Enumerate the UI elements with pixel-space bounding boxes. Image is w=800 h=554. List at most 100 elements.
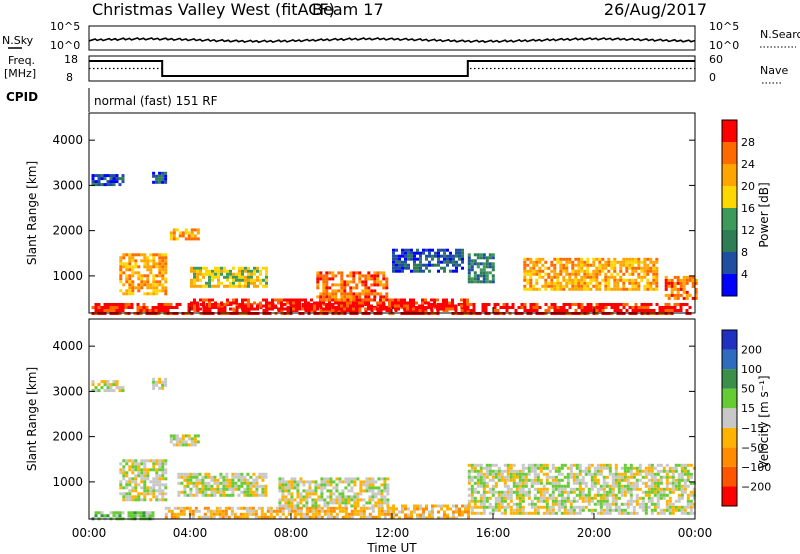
- heatmap-cell: [196, 278, 199, 282]
- power-panel-frame: [88, 112, 696, 314]
- heatmap-cell: [230, 512, 234, 516]
- heatmap-cell: [199, 284, 202, 288]
- heatmap-cell: [518, 469, 522, 473]
- heatmap-cell: [467, 510, 470, 514]
- heatmap-cell: [553, 284, 557, 288]
- heatmap-cell: [599, 487, 603, 491]
- heatmap-cell: [479, 493, 483, 497]
- heatmap-cell: [296, 495, 300, 499]
- heatmap-cell: [485, 505, 489, 509]
- heatmap-cell: [467, 478, 471, 482]
- heatmap-cell: [610, 287, 614, 291]
- heatmap-cell: [195, 481, 199, 485]
- heatmap-cell: [146, 468, 150, 472]
- heatmap-cell: [128, 256, 132, 260]
- heatmap-cell: [204, 475, 208, 479]
- heatmap-cell: [536, 487, 540, 491]
- heatmap-cell: [650, 511, 654, 515]
- heatmap-cell: [140, 477, 144, 481]
- heatmap-cell: [308, 480, 312, 484]
- heatmap-cell: [195, 484, 199, 488]
- heatmap-cell: [431, 510, 434, 514]
- heatmap-cell: [317, 506, 321, 510]
- heatmap-cell: [473, 511, 477, 515]
- heatmap-cell: [223, 284, 226, 288]
- heatmap-cell: [635, 469, 639, 473]
- heatmap-cell: [539, 463, 543, 467]
- heatmap-cell: [509, 463, 513, 467]
- heatmap-cell: [196, 231, 200, 235]
- heatmap-cell: [359, 489, 363, 493]
- heatmap-cell: [190, 228, 194, 232]
- heatmap-cell: [124, 306, 128, 309]
- heatmap-cell: [650, 466, 654, 470]
- heatmap-cell: [320, 495, 324, 499]
- heatmap-cell: [240, 484, 244, 488]
- heatmap-cell: [461, 257, 464, 261]
- heatmap-cell: [482, 508, 486, 512]
- heatmap-cell: [134, 480, 138, 484]
- colorbar-tick-label: 28: [741, 136, 755, 149]
- heatmap-cell: [155, 262, 159, 266]
- heatmap-cell: [680, 511, 684, 515]
- heatmap-cell: [367, 289, 371, 293]
- heatmap-cell: [202, 284, 205, 288]
- heatmap-cell: [620, 508, 624, 512]
- heatmap-cell: [137, 277, 141, 281]
- heatmap-cell: [613, 281, 617, 285]
- heatmap-cell: [305, 492, 309, 496]
- heatmap-cell: [298, 298, 301, 302]
- heatmap-cell: [195, 487, 199, 491]
- heatmap-cell: [269, 506, 273, 510]
- heatmap-cell: [134, 474, 138, 478]
- heatmap-cell: [571, 303, 575, 306]
- heatmap-cell: [497, 502, 501, 506]
- heatmap-cell: [193, 443, 197, 447]
- heatmap-cell: [398, 266, 401, 270]
- heatmap-cell: [152, 489, 156, 493]
- heatmap-cell: [683, 505, 687, 509]
- heatmap-cell: [515, 475, 519, 479]
- heatmap-cell: [344, 512, 348, 516]
- heatmap-cell: [329, 498, 333, 502]
- heatmap-cell: [595, 278, 599, 282]
- heatmap-cell: [586, 260, 590, 264]
- heatmap-cell: [293, 509, 297, 513]
- heatmap-cell: [413, 504, 416, 508]
- heatmap-cell: [250, 275, 253, 279]
- heatmap-cell: [325, 274, 329, 278]
- heatmap-cell: [115, 380, 119, 384]
- heatmap-cell: [97, 174, 101, 178]
- heatmap-cell: [521, 484, 525, 488]
- heatmap-cell: [455, 260, 458, 264]
- heatmap-cell: [503, 463, 507, 467]
- heatmap-cell: [560, 493, 564, 497]
- heatmap-cell: [482, 265, 486, 269]
- heatmap-cell: [305, 506, 309, 510]
- heatmap-cell: [302, 515, 306, 519]
- heatmap-cell: [503, 490, 507, 494]
- heatmap-cell: [577, 266, 581, 270]
- heatmap-cell: [680, 508, 684, 512]
- heatmap-cell: [529, 257, 533, 261]
- heatmap-cell: [277, 298, 280, 302]
- heatmap-cell: [518, 472, 522, 476]
- heatmap-cell: [112, 309, 116, 312]
- heatmap-cell: [449, 251, 452, 255]
- heatmap-cell: [241, 298, 244, 302]
- heatmap-cell: [452, 510, 455, 514]
- heatmap-cell: [392, 254, 395, 258]
- heatmap-cell: [256, 275, 259, 279]
- heatmap-cell: [634, 306, 638, 309]
- heatmap-cell: [332, 492, 336, 496]
- heatmap-cell: [158, 262, 162, 266]
- heatmap-cell: [317, 515, 321, 519]
- heatmap-cell: [533, 475, 537, 479]
- heatmap-cell: [195, 478, 199, 482]
- heatmap-cell: [685, 278, 689, 282]
- heatmap-cell: [265, 301, 268, 305]
- heatmap-cell: [488, 478, 492, 482]
- heatmap-cell: [234, 484, 238, 488]
- heatmap-cell: [634, 260, 638, 264]
- heatmap-cell: [261, 475, 265, 479]
